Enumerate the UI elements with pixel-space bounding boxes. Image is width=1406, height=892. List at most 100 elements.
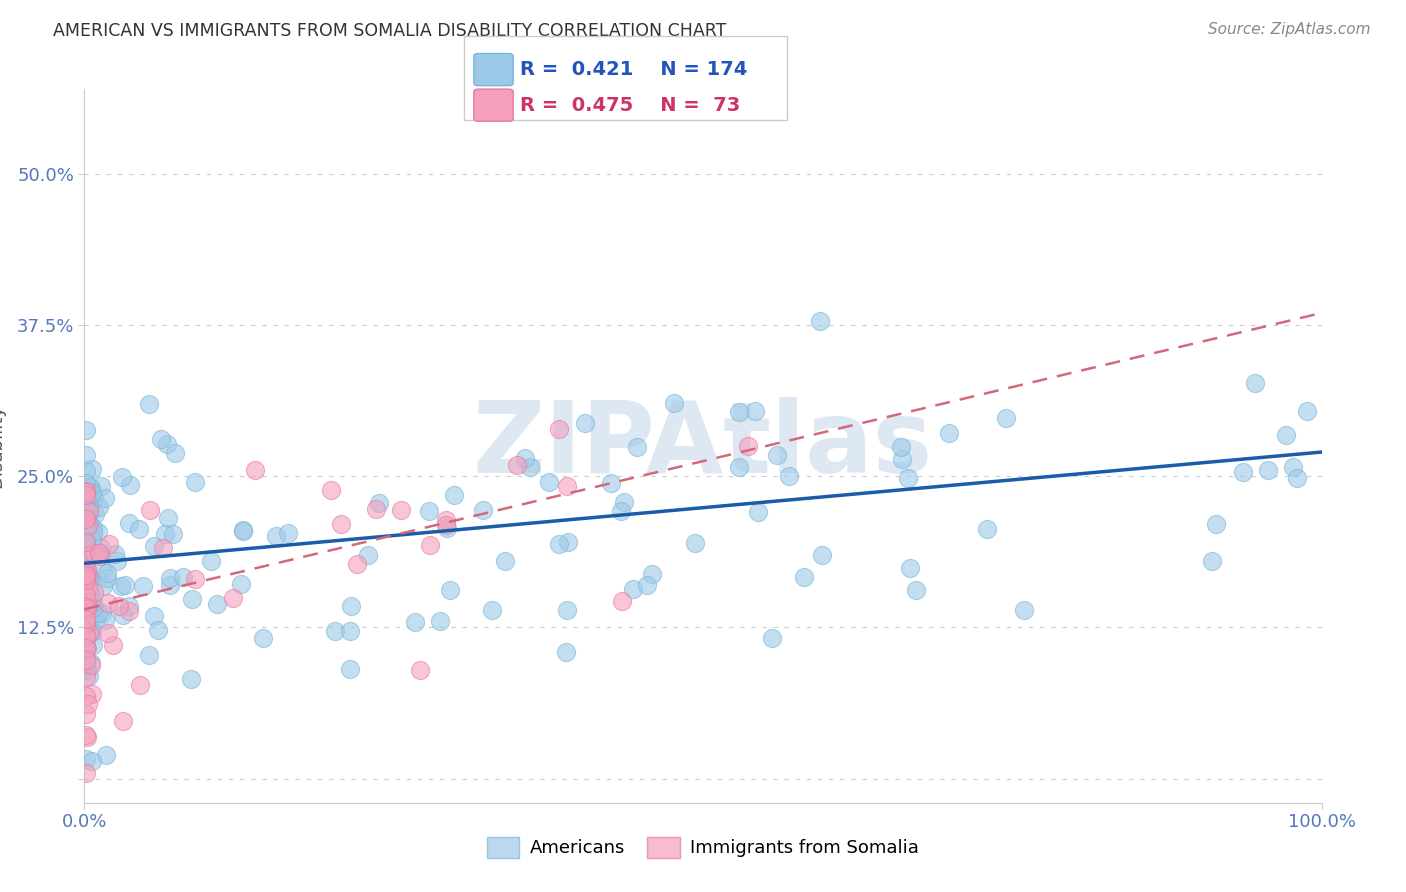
Point bbox=[744, 404, 766, 418]
Point bbox=[77, 548, 100, 562]
Point bbox=[94, 491, 117, 505]
Point bbox=[728, 460, 751, 475]
Point bbox=[118, 478, 141, 492]
Point bbox=[75, 612, 97, 626]
Point bbox=[75, 484, 97, 499]
Point bbox=[727, 404, 749, 418]
Point bbox=[150, 432, 173, 446]
Point bbox=[93, 613, 115, 627]
Point bbox=[898, 561, 921, 575]
Point bbox=[243, 463, 266, 477]
Text: R =  0.421    N = 174: R = 0.421 N = 174 bbox=[520, 60, 748, 79]
Point bbox=[75, 599, 97, 614]
Point bbox=[75, 499, 97, 513]
Point bbox=[138, 397, 160, 411]
Point bbox=[75, 500, 97, 515]
Point bbox=[367, 496, 389, 510]
Point bbox=[80, 531, 103, 545]
Point bbox=[519, 460, 541, 475]
Point bbox=[737, 439, 759, 453]
Point bbox=[346, 558, 368, 572]
Point bbox=[172, 570, 194, 584]
Point bbox=[159, 571, 181, 585]
Point bbox=[471, 502, 494, 516]
Point bbox=[75, 549, 97, 564]
Legend: Americans, Immigrants from Somalia: Americans, Immigrants from Somalia bbox=[479, 830, 927, 865]
Point bbox=[105, 554, 128, 568]
Point bbox=[557, 534, 579, 549]
Point bbox=[75, 549, 97, 563]
Point bbox=[1012, 603, 1035, 617]
Point bbox=[75, 569, 97, 583]
Point bbox=[75, 485, 97, 500]
Point bbox=[389, 503, 412, 517]
Point bbox=[75, 488, 97, 502]
Point bbox=[75, 589, 97, 603]
Point bbox=[79, 599, 101, 613]
Point bbox=[548, 537, 571, 551]
Point bbox=[83, 585, 105, 599]
Point bbox=[75, 600, 97, 615]
Point bbox=[612, 495, 634, 509]
Point bbox=[75, 601, 97, 615]
Point bbox=[339, 662, 361, 676]
Point bbox=[555, 603, 578, 617]
Point bbox=[82, 485, 104, 500]
Point bbox=[621, 582, 644, 596]
Point bbox=[357, 549, 380, 563]
Point bbox=[75, 568, 97, 582]
Point bbox=[75, 582, 97, 597]
Point bbox=[184, 572, 207, 586]
Point bbox=[610, 503, 633, 517]
Point bbox=[75, 613, 97, 627]
Point bbox=[96, 566, 118, 580]
Point bbox=[75, 623, 97, 637]
Point bbox=[80, 481, 103, 495]
Point bbox=[75, 607, 97, 621]
Point bbox=[890, 440, 912, 454]
Point bbox=[77, 669, 100, 683]
Point bbox=[75, 564, 97, 578]
Point bbox=[89, 500, 111, 514]
Point bbox=[75, 615, 97, 630]
Point bbox=[75, 574, 97, 588]
Point bbox=[79, 572, 101, 586]
Point bbox=[152, 541, 174, 556]
Point bbox=[79, 625, 101, 640]
Text: ZIPAtlas: ZIPAtlas bbox=[472, 398, 934, 494]
Point bbox=[155, 527, 177, 541]
Point bbox=[79, 626, 101, 640]
Point bbox=[1244, 376, 1267, 390]
Point bbox=[77, 569, 100, 583]
Point bbox=[76, 595, 98, 609]
Point bbox=[162, 526, 184, 541]
Point bbox=[75, 509, 97, 524]
Point bbox=[76, 562, 98, 576]
Point bbox=[90, 541, 112, 556]
Point bbox=[76, 730, 98, 744]
Point bbox=[75, 752, 97, 766]
Point bbox=[339, 624, 361, 638]
Point bbox=[75, 640, 97, 655]
Point bbox=[77, 516, 100, 530]
Point bbox=[364, 502, 387, 516]
Point bbox=[165, 446, 187, 460]
Point bbox=[429, 615, 451, 629]
Point bbox=[555, 644, 578, 658]
Point bbox=[118, 604, 141, 618]
Point bbox=[811, 548, 834, 562]
Text: AMERICAN VS IMMIGRANTS FROM SOMALIA DISABILITY CORRELATION CHART: AMERICAN VS IMMIGRANTS FROM SOMALIA DISA… bbox=[53, 22, 727, 40]
Point bbox=[229, 577, 252, 591]
Point bbox=[75, 534, 97, 549]
Point bbox=[76, 581, 98, 595]
Point bbox=[89, 549, 111, 563]
Point bbox=[75, 560, 97, 574]
Point bbox=[75, 690, 97, 704]
Point bbox=[77, 504, 100, 518]
Point bbox=[339, 599, 361, 613]
Point bbox=[538, 475, 561, 489]
Point bbox=[75, 629, 97, 643]
Point bbox=[142, 608, 165, 623]
Point bbox=[83, 491, 105, 506]
Point bbox=[1285, 471, 1308, 485]
